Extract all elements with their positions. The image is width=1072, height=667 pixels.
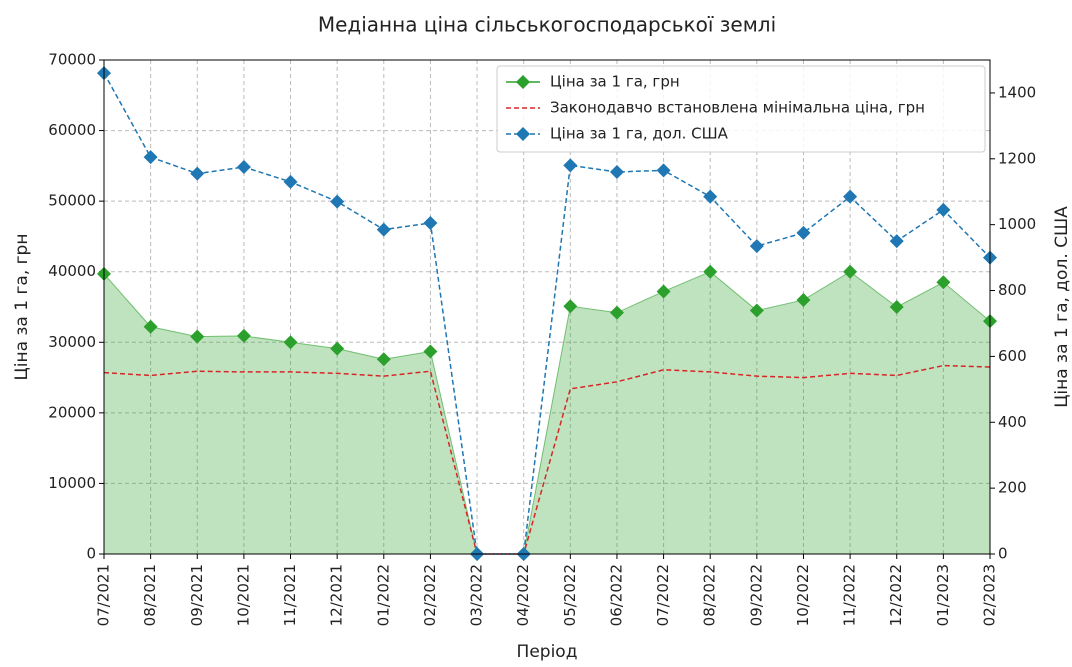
marker: [283, 174, 298, 189]
marker: [236, 328, 251, 343]
y-axis-label: Ціна за 1 га, грн: [12, 234, 32, 381]
x-tick-label: 07/2022: [654, 564, 672, 626]
x-tick-label: 08/2021: [141, 564, 159, 626]
x-tick-label: 10/2022: [794, 564, 812, 626]
line: [103, 72, 991, 555]
marker: [749, 239, 764, 254]
x-tick-label: 11/2022: [841, 564, 859, 626]
marker: [609, 164, 624, 179]
marker: [796, 292, 811, 307]
marker: [703, 264, 718, 279]
legend-label: Ціна за 1 га, грн: [550, 73, 680, 91]
marker: [376, 352, 391, 367]
legend-marker: [516, 75, 530, 89]
x-tick-label: 08/2022: [701, 564, 719, 626]
plot-frame: [103, 59, 991, 555]
area: [104, 271, 990, 554]
x-tick-label: 03/2022: [468, 564, 486, 626]
y-tick-label: 20000: [48, 403, 96, 421]
y-tick-label: 30000: [48, 333, 96, 351]
legend-label: Ціна за 1 га, дол. США: [550, 125, 729, 143]
x-tick-label: 12/2022: [887, 564, 905, 626]
marker: [143, 319, 158, 334]
marker: [330, 341, 345, 356]
x-tick-label: 10/2021: [234, 564, 252, 626]
y-tick-label: 50000: [48, 192, 96, 210]
marker: [889, 234, 904, 249]
y2-tick-label: 400: [998, 413, 1027, 431]
marker: [656, 163, 671, 178]
x-tick-label: 02/2023: [981, 564, 999, 626]
x-tick-label: 06/2022: [607, 564, 625, 626]
chart-title: Медіанна ціна сільськогосподарської земл…: [318, 13, 776, 37]
x-tick-label: 09/2021: [188, 564, 206, 626]
marker: [190, 166, 205, 181]
y-tick-label: 70000: [48, 51, 96, 69]
marker: [423, 344, 438, 359]
y2-tick-label: 1400: [998, 83, 1036, 101]
x-tick-label: 09/2022: [747, 564, 765, 626]
marker: [563, 158, 578, 173]
marker: [236, 160, 251, 175]
y-tick-label: 0: [86, 545, 96, 563]
marker: [609, 305, 624, 320]
marker: [749, 303, 764, 318]
y2-tick-label: 1000: [998, 215, 1036, 233]
marker: [190, 329, 205, 344]
marker: [936, 202, 951, 217]
marker: [796, 225, 811, 240]
y2-tick-label: 200: [998, 479, 1027, 497]
marker: [143, 150, 158, 165]
x-tick-label: 02/2022: [421, 564, 439, 626]
y2-axis-label: Ціна за 1 га, дол. США: [1052, 206, 1072, 408]
y2-tick-label: 1200: [998, 149, 1036, 167]
x-tick-label: 05/2022: [561, 564, 579, 626]
marker: [563, 299, 578, 314]
y-tick-label: 40000: [48, 262, 96, 280]
x-tick-label: 01/2022: [374, 564, 392, 626]
y2-tick-label: 600: [998, 347, 1027, 365]
x-tick-label: 12/2021: [328, 564, 346, 626]
marker: [283, 335, 298, 350]
legend-box: [496, 65, 986, 153]
x-axis-label: Період: [517, 642, 578, 662]
x-tick-label: 01/2023: [934, 564, 952, 626]
marker: [423, 216, 438, 231]
y2-tick-label: 800: [998, 281, 1027, 299]
legend-marker: [516, 127, 530, 141]
legend: Ціна за 1 га, грн Законодавчо встановлена…: [496, 65, 986, 153]
y-tick-label: 60000: [48, 121, 96, 139]
marker: [703, 189, 718, 204]
marker: [376, 222, 391, 237]
marker: [843, 189, 858, 204]
x-tick-label: 11/2021: [281, 564, 299, 626]
y-tick-label: 10000: [48, 474, 96, 492]
x-tick-label: 07/2021: [95, 564, 113, 626]
x-tick-label: 04/2022: [514, 564, 532, 626]
marker: [936, 275, 951, 290]
y2-tick-label: 0: [998, 545, 1008, 563]
marker: [843, 264, 858, 279]
legend-label: Законодавчо встановлена мінімальна ціна,…: [550, 99, 925, 117]
marker: [330, 194, 345, 209]
line: [103, 364, 991, 555]
marker: [656, 284, 671, 299]
marker: [889, 300, 904, 314]
line: [103, 271, 991, 555]
